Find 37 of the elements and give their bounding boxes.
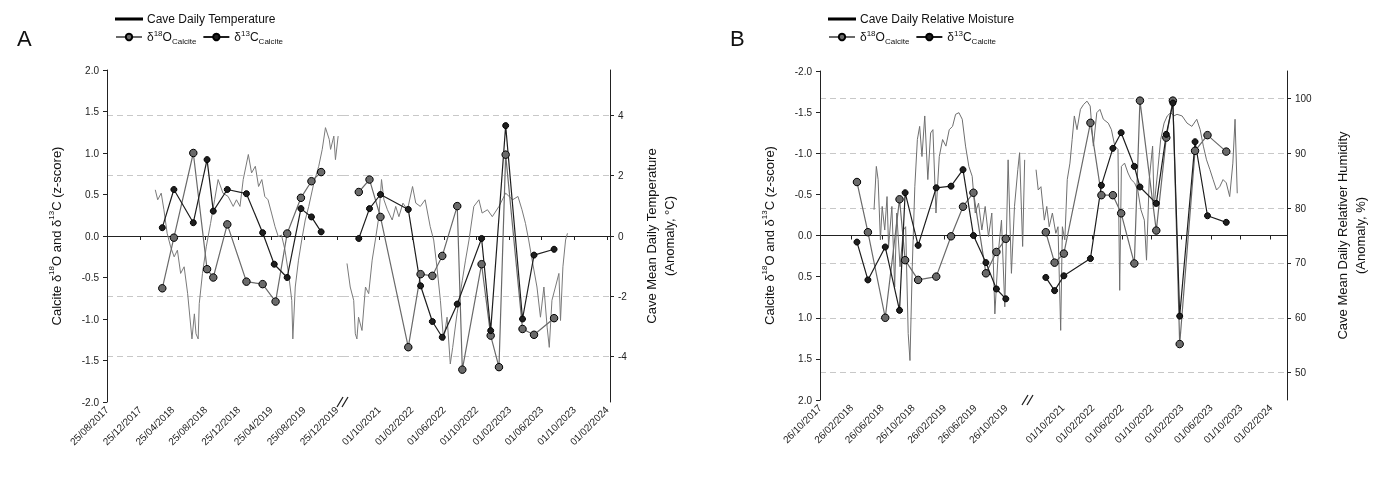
y2-tick-label: 4 xyxy=(618,109,624,121)
y2-tick-label: 60 xyxy=(1295,312,1307,324)
y-tick-label: 1.0 xyxy=(798,312,813,324)
y-tick-label: 0.5 xyxy=(85,189,100,200)
y2-tick-label: -2 xyxy=(618,290,628,302)
y2-tick-label: 2 xyxy=(618,170,624,182)
y2-tick-label: 90 xyxy=(1295,147,1307,159)
chart-title: A xyxy=(17,25,32,51)
chart-title: B xyxy=(730,25,745,51)
y2-tick-label: -4 xyxy=(618,351,628,363)
y-tick-label: -1.5 xyxy=(794,106,813,118)
y-tick-label: 0.0 xyxy=(85,230,100,242)
y-tick-label: -1.0 xyxy=(81,313,100,325)
y2-tick-label: 50 xyxy=(1295,367,1307,379)
y-tick-label: 2.0 xyxy=(85,64,100,76)
y-axis-title: Calcite δ18O and δ13C (z-score) xyxy=(759,146,777,325)
y2-tick-label: 80 xyxy=(1295,202,1307,214)
y2-axis-title: Cave Mean Daily Temperature (Anomaly, °C) xyxy=(643,148,677,324)
y-tick-label: 0.0 xyxy=(798,230,813,241)
legend-label: Cave Daily Temperature xyxy=(147,12,276,26)
y-tick-label: -2.0 xyxy=(81,396,100,408)
y-tick-label: -0.5 xyxy=(81,272,100,283)
y-tick-label: -0.5 xyxy=(794,188,813,200)
y-tick-label: -1.0 xyxy=(794,147,813,159)
y-tick-label: 1.0 xyxy=(85,147,100,159)
y-tick-label: -1.5 xyxy=(81,355,100,366)
y2-tick-label: 70 xyxy=(1295,257,1307,269)
y-tick-label: 0.5 xyxy=(798,271,813,283)
y2-tick-label: 100 xyxy=(1295,92,1313,104)
y2-axis-title: Cave Mean Daily Relativer Humidity (Anomaly, %) xyxy=(1334,130,1368,340)
y2-tick-label: 0 xyxy=(618,230,624,242)
y-tick-label: 2.0 xyxy=(798,394,813,406)
y-tick-label: 1.5 xyxy=(85,106,100,117)
legend-label: Cave Daily Relative Moisture xyxy=(860,12,1015,26)
y-tick-label: -2.0 xyxy=(794,65,813,77)
y-tick-label: 1.5 xyxy=(798,353,813,365)
y-axis-title: Calcite δ18O and δ13C (z-score) xyxy=(46,146,64,326)
